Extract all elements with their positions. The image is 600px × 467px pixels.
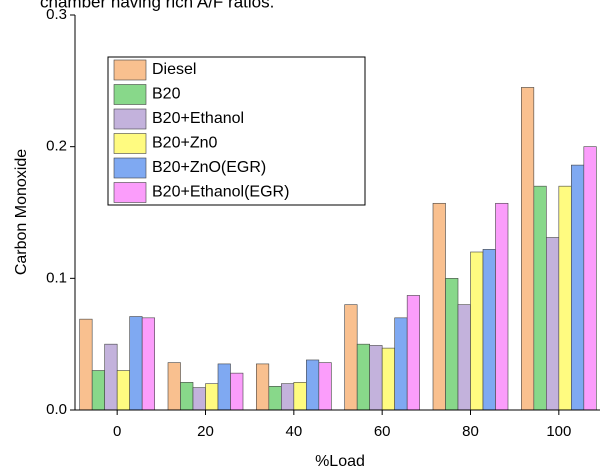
legend-label: B20: [152, 86, 181, 103]
bar: [116, 370, 130, 411]
bar: [306, 359, 320, 411]
bar: [521, 87, 535, 411]
bar: [432, 202, 446, 411]
bar: [482, 249, 496, 411]
legend-label: B20+Ethanol: [152, 110, 244, 127]
legend-swatch: [113, 84, 147, 105]
bar: [546, 237, 560, 411]
bar: [129, 316, 143, 411]
bar: [205, 383, 219, 411]
x-tick-label: 40: [285, 423, 302, 440]
legend-swatch: [113, 108, 147, 130]
legend-label: B20+Zn0: [152, 135, 217, 152]
bar: [369, 345, 383, 411]
bar: [495, 202, 509, 411]
bar: [293, 382, 307, 411]
bar: [230, 372, 244, 411]
bar: [445, 278, 459, 411]
legend-swatch: [113, 182, 147, 203]
bar: [457, 304, 471, 411]
legend-swatch: [113, 133, 147, 154]
bar: [268, 385, 282, 411]
bar: [318, 362, 332, 411]
x-tick-label: 0: [113, 423, 121, 440]
x-tick-label: 100: [546, 423, 571, 440]
legend-swatch: [113, 59, 147, 81]
x-tick-label: 20: [197, 423, 214, 440]
y-tick-label: 0.1: [46, 269, 67, 286]
y-tick-label: 0.2: [46, 138, 67, 155]
bar: [104, 343, 118, 411]
bar: [356, 343, 370, 411]
x-axis-label: %Load: [315, 453, 365, 467]
legend-box: [107, 56, 366, 206]
bar: [533, 185, 547, 411]
bar: [79, 318, 93, 411]
bar: [583, 146, 597, 411]
bar: [381, 347, 395, 411]
bar: [571, 164, 585, 411]
y-tick-label: 0.3: [46, 6, 67, 23]
bar: [180, 382, 194, 411]
legend-label: B20+ZnO(EGR): [152, 159, 266, 176]
y-axis-label: Carbon Monoxide: [13, 149, 30, 275]
x-tick-label: 80: [462, 423, 479, 440]
bar: [141, 317, 155, 411]
y-tick-label: 0.0: [46, 401, 67, 418]
bar: [394, 317, 408, 411]
bar: [192, 387, 206, 411]
bar: [281, 383, 295, 411]
bar: [406, 295, 420, 411]
legend-label: B20+Ethanol(EGR): [152, 184, 289, 201]
bar: [470, 251, 484, 411]
legend-label: Diesel: [152, 61, 196, 78]
legend-swatch: [113, 157, 147, 179]
caption: chamber having rich A/F ratios.: [40, 0, 274, 11]
bar: [344, 304, 358, 411]
bar: [558, 185, 572, 411]
bar: [217, 363, 231, 411]
bar: [256, 363, 270, 411]
x-tick-label: 60: [374, 423, 391, 440]
bar: [167, 362, 181, 411]
bar: [91, 370, 105, 411]
